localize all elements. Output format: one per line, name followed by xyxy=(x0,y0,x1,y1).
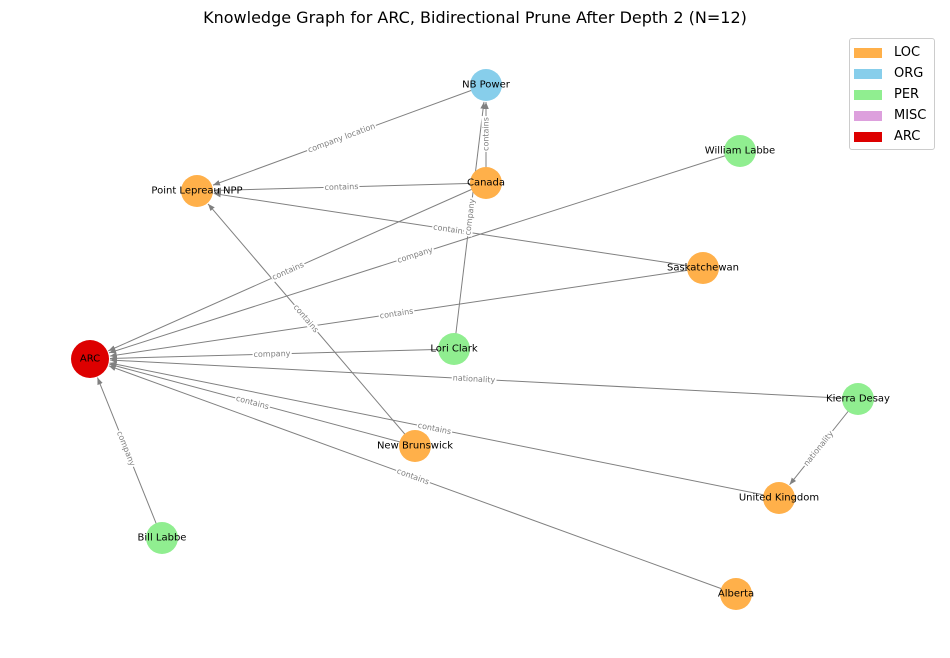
legend-swatch xyxy=(854,131,882,142)
edge-label: contains xyxy=(292,303,321,335)
edge-label-group: company xyxy=(114,428,138,469)
edge-label: nationality xyxy=(453,373,496,384)
node-label: Kierra Desay xyxy=(826,394,890,405)
edge-label-background xyxy=(395,244,436,266)
node-label: Canada xyxy=(467,178,505,189)
edge-label: company xyxy=(463,198,476,236)
edge-label-background xyxy=(234,393,271,412)
legend-swatch xyxy=(854,68,882,79)
node-NBPower: NB Power xyxy=(462,69,511,101)
node-circle xyxy=(842,383,874,415)
node-ARC: ARC xyxy=(71,340,109,378)
legend-label: PER xyxy=(894,87,920,102)
node-circle xyxy=(763,482,795,514)
edge-label-background xyxy=(451,373,497,385)
edge-label-background xyxy=(269,259,307,283)
node-NewBrunswick: New Brunswick xyxy=(377,430,453,462)
edge-label-group: contains xyxy=(323,182,360,192)
edge-label: company location xyxy=(307,122,377,155)
edge-label: contains xyxy=(396,466,431,486)
edge-label: contains xyxy=(482,117,491,151)
chart-title: Knowledge Graph for ARC, Bidirectional P… xyxy=(203,8,747,27)
node-label: William Labbe xyxy=(705,146,775,157)
node-circle xyxy=(71,340,109,378)
edge-label-background xyxy=(378,306,415,321)
node-label: NB Power xyxy=(462,80,511,91)
edge-label-group: contains xyxy=(290,301,322,336)
edge-label-group: company xyxy=(252,348,292,360)
edge-label: nationality xyxy=(802,429,836,468)
node-WilliamLabbe: William Labbe xyxy=(705,135,775,167)
edge-label-group: company location xyxy=(305,121,378,155)
legend: LOC ORG PER MISC ARC xyxy=(849,38,935,150)
edge-label-group: contains xyxy=(394,466,432,487)
node-circle xyxy=(438,333,470,365)
node-circle xyxy=(181,175,213,207)
node-label: New Brunswick xyxy=(377,441,453,452)
legend-label: LOC xyxy=(894,45,921,60)
legend-label: ARC xyxy=(894,129,921,144)
legend-label: ORG xyxy=(894,66,924,81)
edge-label-group: contains xyxy=(378,306,415,321)
legend-item-arc: ARC xyxy=(850,126,934,147)
node-PointLepreau: Point Lepreau NPP xyxy=(151,175,243,207)
edge-label-background xyxy=(290,301,322,336)
edge-label: company xyxy=(396,245,434,265)
node-LoriClark: Lori Clark xyxy=(430,333,478,365)
edge-label-group: contains xyxy=(481,116,491,152)
edge-label-background xyxy=(394,466,432,487)
node-circle xyxy=(470,167,502,199)
edge-label: contains xyxy=(379,307,414,321)
edge-label-background xyxy=(305,121,378,155)
edge-label-background xyxy=(431,222,469,237)
legend-swatch xyxy=(854,47,882,58)
node-label: Bill Labbe xyxy=(138,533,187,544)
legend-item-misc: MISC xyxy=(850,105,934,126)
edge-label-background xyxy=(252,348,292,360)
edge-label: contains xyxy=(324,182,358,192)
node-circle xyxy=(724,135,756,167)
edge-label-background xyxy=(801,428,837,469)
edge-label: contains xyxy=(271,260,306,282)
node-circle xyxy=(470,69,502,101)
node-label: ARC xyxy=(80,354,100,365)
edge-label-group: contains xyxy=(234,393,271,412)
node-BillLabbe: Bill Labbe xyxy=(138,522,187,554)
edge-label-group: nationality xyxy=(451,373,497,385)
node-circle xyxy=(687,252,719,284)
legend-item-per: PER xyxy=(850,84,934,105)
node-Saskatchewan: Saskatchewan xyxy=(667,252,739,284)
node-circle xyxy=(720,578,752,610)
edge-label-background xyxy=(463,196,477,237)
edge-label: contains xyxy=(235,394,270,411)
edge-label-background xyxy=(114,428,138,469)
node-KierraDesay: Kierra Desay xyxy=(826,383,890,415)
legend-swatch xyxy=(854,89,882,100)
legend-swatch xyxy=(854,110,882,121)
node-label: Alberta xyxy=(718,589,754,600)
node-label: United Kingdom xyxy=(739,493,819,504)
node-UnitedKingdom: United Kingdom xyxy=(739,482,819,514)
legend-item-org: ORG xyxy=(850,63,934,84)
node-circle xyxy=(146,522,178,554)
node-circle xyxy=(399,430,431,462)
edge-label-group: company xyxy=(463,196,477,237)
edge-label-background xyxy=(416,420,453,437)
node-label: Point Lepreau NPP xyxy=(151,186,242,197)
legend-label: MISC xyxy=(894,108,927,123)
edge-label-background xyxy=(481,116,491,152)
edge-label-group: company xyxy=(395,244,436,266)
legend-item-loc: LOC xyxy=(850,42,934,63)
edge-label-background xyxy=(323,182,360,192)
edge-label: company xyxy=(253,349,290,359)
node-Alberta: Alberta xyxy=(718,578,754,610)
edge-label: company xyxy=(115,430,137,468)
node-label: Saskatchewan xyxy=(667,263,739,274)
edge-label-group: contains xyxy=(269,259,307,283)
node-Canada: Canada xyxy=(467,167,505,199)
node-label: Lori Clark xyxy=(430,344,478,355)
edge-label-group: nationality xyxy=(801,428,837,469)
edge-label: contains xyxy=(433,223,468,237)
